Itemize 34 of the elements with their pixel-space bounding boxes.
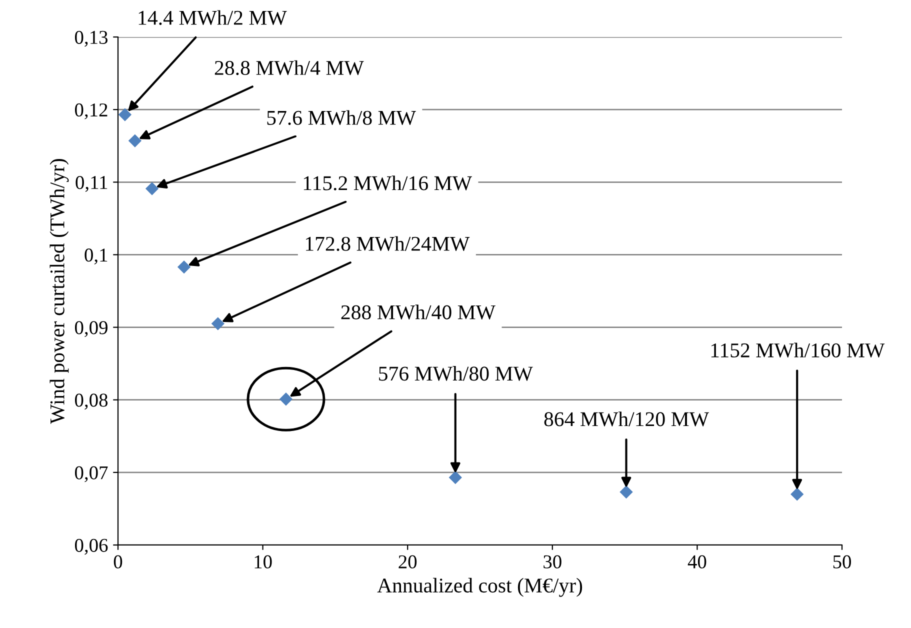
point [279, 392, 293, 406]
annotation: 57.6 MWh/8 MW [267, 110, 416, 125]
y-tick-label: 0,06 [74, 538, 108, 555]
x-tick-label: 0 [114, 555, 122, 568]
x-tick-label: 50 [833, 555, 851, 568]
y-tick-label: 0,13 [74, 30, 108, 47]
point [620, 485, 633, 499]
point [128, 134, 142, 148]
point [790, 488, 804, 501]
y-tick-label: 0,12 [74, 103, 108, 120]
annotation: 14.4 MWh/2 MW [138, 10, 287, 25]
x-tick-label: 30 [544, 555, 562, 568]
annotation: 172.8 MWh/24MW [306, 236, 470, 251]
annotation: 576 MWh/80 MW [379, 366, 533, 381]
annotation: 28.8 MWh/4 MW [214, 60, 364, 76]
point [118, 108, 132, 122]
y-tick-label: 0,09 [74, 321, 108, 338]
x-tick-label: 20 [398, 555, 417, 568]
x-tick-label: 40 [688, 555, 706, 568]
annotation: 1152 MWh/160 MW [711, 342, 885, 358]
annotation: 864 MWh/120 MW [544, 412, 709, 426]
annotation: 288 MWh/40 MW [341, 304, 496, 320]
annotation: 115.2 MWh/16 MW [304, 176, 472, 190]
point [177, 260, 191, 274]
x-axis-title: Annualized cost (M€/yr) [377, 578, 582, 597]
point [211, 317, 224, 330]
y-tick-label: 0,08 [74, 394, 108, 410]
y-tick-label: 0,11 [76, 176, 108, 192]
point [448, 470, 462, 484]
x-tick-label: 10 [254, 555, 272, 568]
y-tick-label: 0,1 [84, 248, 108, 264]
y-axis-title: Wind power curtailed (TWh/yr) [50, 158, 69, 424]
y-tick-label: 0,07 [74, 466, 108, 482]
point [145, 182, 159, 196]
